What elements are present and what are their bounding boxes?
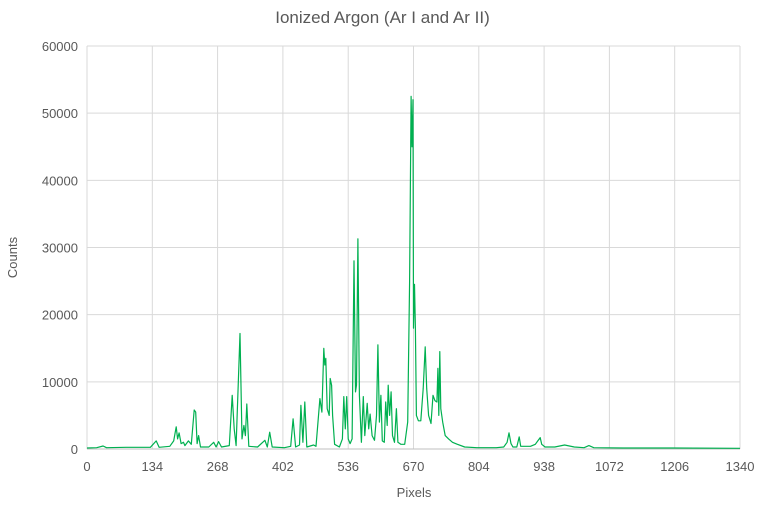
x-tick-label: 670 xyxy=(403,459,425,474)
chart-title: Ionized Argon (Ar I and Ar II) xyxy=(275,8,490,27)
y-tick-label: 60000 xyxy=(42,39,78,54)
x-tick-label: 1340 xyxy=(726,459,755,474)
x-tick-label: 804 xyxy=(468,459,490,474)
x-tick-label: 402 xyxy=(272,459,294,474)
x-tick-label: 134 xyxy=(141,459,163,474)
spectrum-line xyxy=(86,95,741,449)
x-axis-label: Pixels xyxy=(396,485,432,500)
y-tick-label: 0 xyxy=(71,442,78,457)
y-tick-label: 20000 xyxy=(42,308,78,323)
x-tick-label: 1072 xyxy=(595,459,624,474)
x-tick-label: 938 xyxy=(533,459,555,474)
y-tick-label: 30000 xyxy=(42,241,78,256)
y-tick-label: 40000 xyxy=(42,173,78,188)
y-tick-label: 50000 xyxy=(42,106,78,121)
x-tick-label: 0 xyxy=(83,459,90,474)
y-tick-label: 10000 xyxy=(42,375,78,390)
x-tick-label: 268 xyxy=(207,459,229,474)
x-tick-label: 536 xyxy=(337,459,359,474)
x-tick-label: 1206 xyxy=(660,459,689,474)
